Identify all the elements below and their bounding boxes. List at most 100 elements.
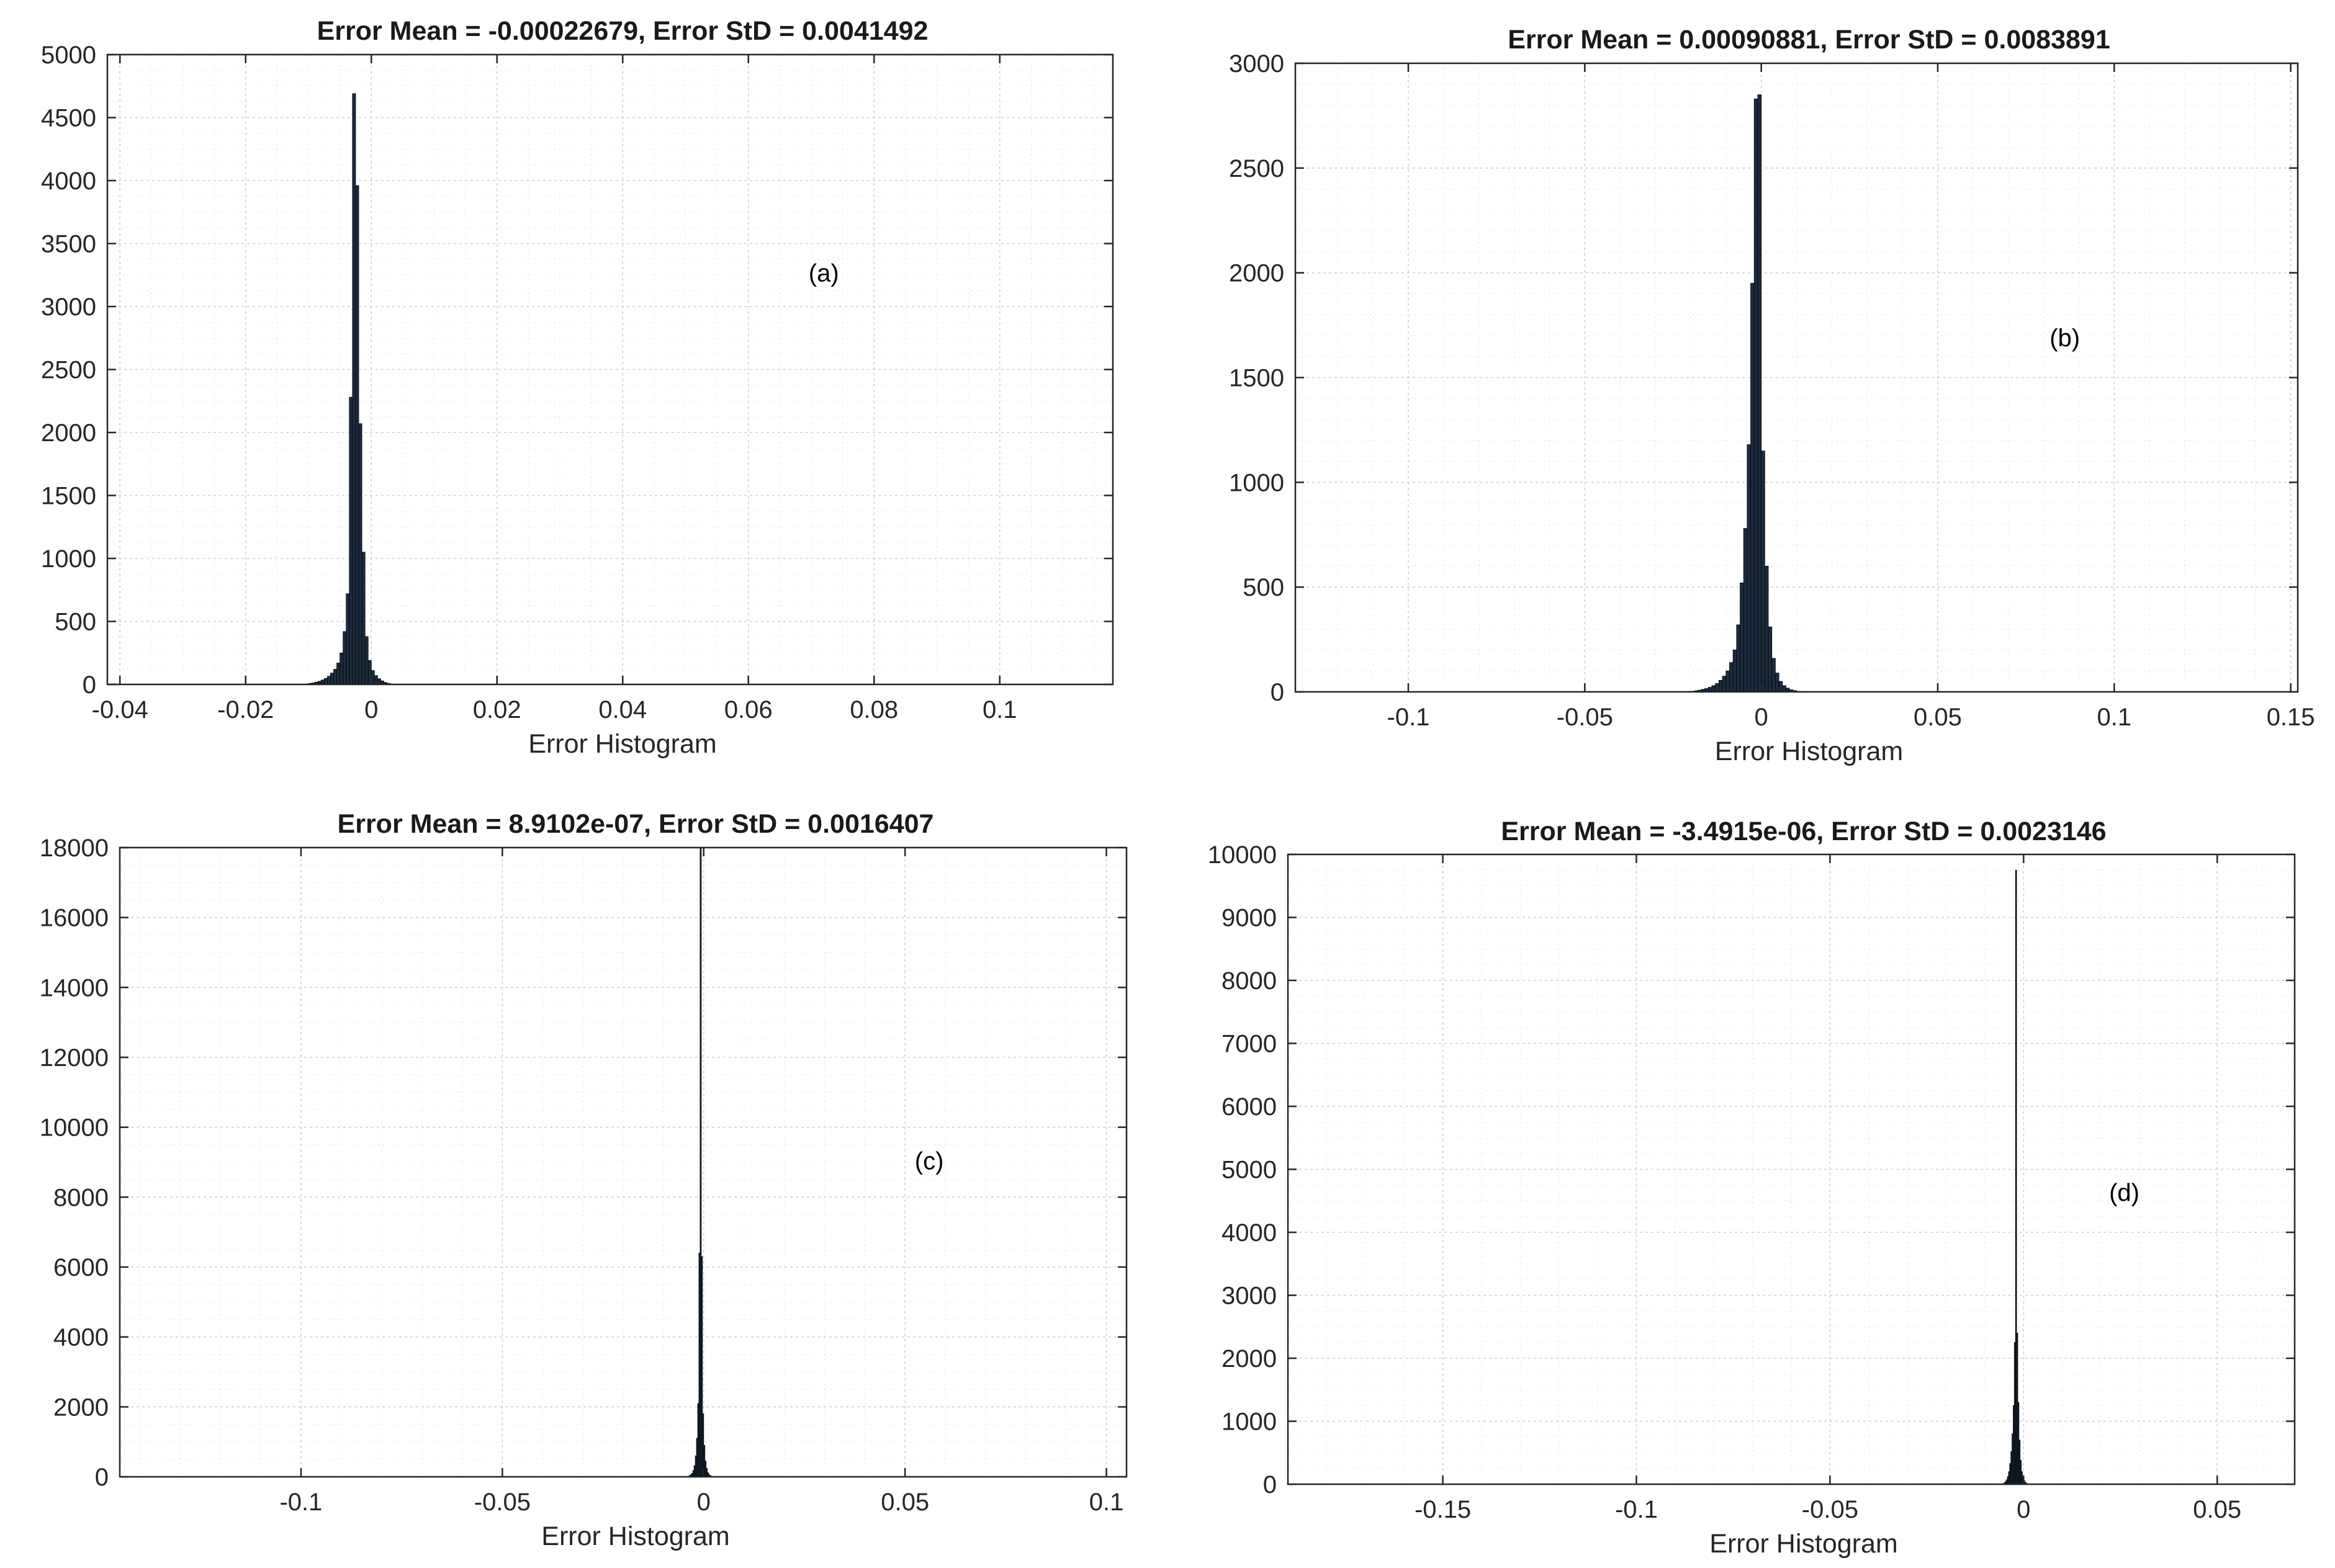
x-tick-label: -0.1 xyxy=(279,1489,322,1516)
histogram-bar xyxy=(330,673,334,685)
x-tick-label: 0.05 xyxy=(1914,704,1962,731)
y-tick-label: 2500 xyxy=(1229,155,1284,182)
histogram-bar xyxy=(377,678,381,685)
y-tick-label: 5000 xyxy=(1221,1157,1277,1184)
histogram-bar xyxy=(1725,670,1730,692)
histogram-bar xyxy=(349,396,353,685)
histogram-bar xyxy=(1743,528,1748,692)
panel-c: -0.1 -0.05 0 0.05 0.1 0 2000 4000 6000 8000 10000 1… xyxy=(40,809,1128,1551)
y-tick-label: 1500 xyxy=(1229,365,1284,392)
histogram-bar xyxy=(1736,624,1740,692)
y-tick-label: 10000 xyxy=(1208,841,1277,869)
y-tick-label: 500 xyxy=(55,609,96,636)
histogram-bar xyxy=(358,423,362,685)
y-tick-label: 2000 xyxy=(41,419,96,447)
x-tick-label: 0.15 xyxy=(2267,704,2315,731)
y-tick-label: 2000 xyxy=(1229,260,1284,287)
y-tick-label: 6000 xyxy=(53,1254,109,1281)
plot-area xyxy=(1295,63,2298,692)
y-tick-label: 8000 xyxy=(53,1184,109,1211)
panel-a: -0.04 -0.02 0 0.02 0.04 0.06 0.08 0.1 0 500 1000 15… xyxy=(41,16,1114,759)
x-tick-label: 0.06 xyxy=(724,696,773,724)
grid xyxy=(120,848,1127,1477)
x-tick-label: 0.04 xyxy=(598,696,647,724)
y-tick-label: 3000 xyxy=(1229,50,1284,78)
histogram-bar xyxy=(1771,658,1776,692)
y-tick-label: 18000 xyxy=(40,835,109,862)
histogram-bar xyxy=(326,676,331,685)
x-tick-label: 0.05 xyxy=(2193,1496,2241,1523)
y-tick-label: 14000 xyxy=(40,974,109,1001)
y-tick-label: 1000 xyxy=(41,545,96,573)
y-tick-label: 16000 xyxy=(40,905,109,932)
x-tick-label: -0.02 xyxy=(217,696,274,724)
histogram-bar xyxy=(323,678,328,685)
histogram-bar xyxy=(1747,444,1751,692)
panel-d: -0.15 -0.1 -0.05 0 0.05 0 1000 2000 3000 4000 5000… xyxy=(1208,817,2296,1559)
x-tick-label: 0.1 xyxy=(2097,704,2131,731)
y-tick-label: 500 xyxy=(1243,574,1284,601)
x-tick-label: 0 xyxy=(2017,1496,2030,1523)
histogram-bar xyxy=(1740,583,1744,692)
histogram-bar xyxy=(361,552,366,685)
histogram-bar xyxy=(340,652,344,685)
y-tick-label: 4000 xyxy=(41,168,96,195)
y-tick-label: 3000 xyxy=(41,293,96,321)
grid xyxy=(1295,63,2298,692)
x-tick-label: -0.05 xyxy=(1802,1496,1858,1523)
y-tick-label: 7000 xyxy=(1221,1031,1277,1058)
x-tick-label: 0.08 xyxy=(850,696,898,724)
x-axis-label: Error Histogram xyxy=(1709,1529,1897,1559)
x-tick-label: -0.05 xyxy=(474,1489,531,1516)
y-tick-label: 4500 xyxy=(41,105,96,132)
x-tick-label: 0.05 xyxy=(881,1489,929,1516)
histogram-bar xyxy=(1711,685,1716,692)
histogram-bar xyxy=(1757,94,1762,692)
panel-b: -0.1 -0.05 0 0.05 0.1 0.15 0 500 1000 1500 2000 250… xyxy=(1229,25,2315,766)
histogram-bar xyxy=(374,675,378,685)
histogram-bar xyxy=(333,669,337,685)
histogram-bar xyxy=(1722,676,1727,692)
y-tick-label: 12000 xyxy=(40,1044,109,1072)
histogram-bar xyxy=(346,593,350,685)
x-tick-label: -0.05 xyxy=(1557,704,1613,731)
y-tick-label: 9000 xyxy=(1221,905,1277,932)
panel-annotation: (a) xyxy=(809,259,839,287)
x-axis-label: Error Histogram xyxy=(541,1521,729,1551)
x-tick-label: 0.02 xyxy=(473,696,521,724)
x-tick-label: -0.04 xyxy=(92,696,148,724)
axes-box xyxy=(119,846,1128,1478)
x-tick-label: -0.1 xyxy=(1615,1496,1658,1523)
histogram-bar xyxy=(1782,685,1786,692)
y-tick-label: 5000 xyxy=(41,42,96,69)
x-tick-label: -0.15 xyxy=(1415,1496,1471,1523)
x-tick-label: 0 xyxy=(1755,704,1768,731)
y-tick-label: 3000 xyxy=(1221,1283,1277,1310)
x-tick-label: 0.1 xyxy=(1089,1489,1124,1516)
y-tick-label: 2000 xyxy=(1221,1345,1277,1373)
chart-title: Error Mean = -3.4915e-06, Error StD = 0.… xyxy=(1501,817,2106,846)
x-axis-label: Error Histogram xyxy=(528,729,716,759)
x-tick-label: 0 xyxy=(364,696,378,724)
y-tick-label: 0 xyxy=(95,1464,109,1491)
histogram-bar xyxy=(364,636,369,685)
histogram-bar xyxy=(1761,450,1765,692)
y-tick-label: 4000 xyxy=(1221,1219,1277,1247)
panel-annotation: (c) xyxy=(915,1147,944,1175)
y-tick-label: 1500 xyxy=(41,483,96,510)
histogram-bar xyxy=(1768,626,1773,692)
chart-title: Error Mean = -0.00022679, Error StD = 0.… xyxy=(317,16,929,46)
histogram-bar xyxy=(1753,99,1758,692)
panel-annotation: (b) xyxy=(2049,325,2080,352)
histogram-bar xyxy=(1718,680,1723,692)
y-tick-label: 0 xyxy=(1271,679,1284,706)
x-tick-label: 0.1 xyxy=(983,696,1017,724)
y-tick-label: 0 xyxy=(1263,1471,1277,1499)
y-tick-label: 10000 xyxy=(40,1114,109,1142)
y-tick-label: 1000 xyxy=(1229,469,1284,496)
grid xyxy=(107,55,1113,684)
histogram-bar xyxy=(352,93,356,685)
histogram-bar xyxy=(343,631,347,685)
y-tick-label: 2000 xyxy=(53,1394,109,1421)
histogram-bar xyxy=(1775,673,1779,692)
